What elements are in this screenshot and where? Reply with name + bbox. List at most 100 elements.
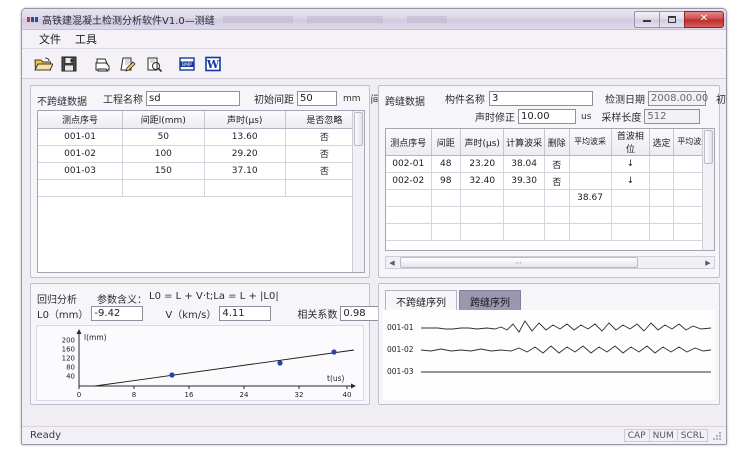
crossing-vertical-scrollbar[interactable] bbox=[702, 129, 714, 250]
cell-point-no[interactable]: 001-02 bbox=[38, 145, 124, 163]
non-crossing-data-panel: 不跨缝数据 工程名称 sd 初始间距 50 mm 间距增量 50 mm 测点序号 bbox=[30, 85, 477, 278]
title-bar[interactable]: 高铁建混凝土检测分析软件V1.0—测缝 ✕ bbox=[22, 9, 726, 30]
export-bmp-button[interactable]: BMP bbox=[174, 52, 199, 76]
cell-calc-wave[interactable]: 38.04 bbox=[503, 155, 545, 173]
test-date-input[interactable]: 2008.00.00 bbox=[648, 91, 708, 106]
x-axis-label: t(us) bbox=[327, 374, 345, 383]
cell-spacing[interactable]: 98 bbox=[431, 172, 461, 190]
cell-first-wave-phase[interactable]: ↓ bbox=[611, 155, 651, 173]
scroll-left-icon[interactable]: ◀ bbox=[389, 258, 395, 267]
cell-delete[interactable]: 否 bbox=[544, 172, 570, 190]
scrollbar-thumb[interactable] bbox=[704, 130, 713, 164]
col-point-no[interactable]: 测点序号 bbox=[386, 129, 432, 156]
cell-point-no[interactable]: 002-01 bbox=[386, 155, 432, 173]
col-point-no[interactable]: 测点序号 bbox=[38, 111, 124, 129]
print-preview-button[interactable] bbox=[141, 52, 166, 76]
col-ignore[interactable]: 是否忽略 bbox=[285, 111, 364, 129]
menu-item-tools[interactable]: 工具 bbox=[75, 33, 97, 46]
cell-calc-wave[interactable] bbox=[503, 189, 545, 207]
scrollbar-thumb[interactable]: ⋯ bbox=[400, 257, 638, 268]
table-row: 001-01 50 13.60 否 bbox=[38, 128, 364, 146]
svg-text:24: 24 bbox=[240, 391, 249, 399]
crossing-table[interactable]: 测点序号 间距 声时(μs) 计算波采 删除 平均波采 首波相位 选定 平均波采 bbox=[385, 128, 715, 251]
cell-spacing[interactable]: 100 bbox=[122, 145, 205, 163]
close-button[interactable]: ✕ bbox=[684, 10, 724, 28]
col-first-wave-phase[interactable]: 首波相位 bbox=[611, 129, 651, 156]
export-word-button[interactable]: W bbox=[200, 52, 225, 76]
cell-selected[interactable] bbox=[649, 155, 674, 173]
project-name-input[interactable]: sd bbox=[146, 91, 240, 106]
cell-point-no[interactable] bbox=[386, 189, 432, 207]
cell-point-no[interactable]: 001-03 bbox=[38, 162, 124, 180]
cell-delete[interactable] bbox=[544, 189, 570, 207]
scroll-right-icon[interactable]: ▶ bbox=[705, 258, 711, 267]
regression-chart: 200 160 120 80 40 l(mm) bbox=[36, 325, 364, 401]
minimize-button[interactable] bbox=[634, 10, 660, 28]
svg-text:120: 120 bbox=[62, 355, 75, 363]
cell-first-wave-phase[interactable]: ↓ bbox=[611, 172, 651, 190]
non-crossing-table[interactable]: 测点序号 间距l(mm) 声时(μs) 是否忽略 001-01 50 13.60… bbox=[37, 110, 365, 273]
non-crossing-vertical-scrollbar[interactable] bbox=[352, 111, 364, 272]
cell-selected[interactable] bbox=[649, 172, 674, 190]
waveform-svg: 001-01 001-02 001-03 bbox=[387, 320, 712, 376]
cell-calc-wave[interactable]: 39.30 bbox=[503, 172, 545, 190]
l0-input[interactable]: -9.42 bbox=[91, 306, 144, 321]
col-avg-wave-1[interactable]: 平均波采 bbox=[569, 129, 612, 156]
svg-text:40: 40 bbox=[66, 373, 75, 381]
resize-grip[interactable] bbox=[711, 430, 723, 442]
cell-sound-time[interactable]: 23.20 bbox=[460, 155, 505, 173]
param-meaning-formula: L0 = L + V·t;La = L + |L0| bbox=[149, 291, 279, 302]
cell-point-no[interactable]: 001-01 bbox=[38, 128, 124, 146]
maximize-icon bbox=[668, 15, 676, 23]
cell-sound-time[interactable]: 32.40 bbox=[460, 172, 505, 190]
table-row: 001-02 100 29.20 否 bbox=[38, 145, 364, 163]
member-name-input[interactable]: 3 bbox=[489, 91, 593, 106]
print-button[interactable] bbox=[89, 52, 114, 76]
cell-spacing[interactable] bbox=[431, 189, 461, 207]
time-correction-input[interactable]: 10.00 bbox=[518, 109, 576, 124]
cell-delete[interactable]: 否 bbox=[544, 155, 570, 173]
cell-spacing[interactable]: 150 bbox=[122, 162, 205, 180]
menu-item-file[interactable]: 文件 bbox=[39, 33, 61, 46]
cell-sound-time[interactable]: 29.20 bbox=[204, 145, 286, 163]
main-content: 不跨缝数据 工程名称 sd 初始间距 50 mm 间距增量 50 mm 测点序号 bbox=[22, 79, 726, 444]
regression-panel: 回归分析 参数含义： L0 = L + V·t;La = L + |L0| L0… bbox=[30, 283, 385, 405]
open-button[interactable] bbox=[30, 52, 55, 76]
cell-sound-time[interactable]: 13.60 bbox=[204, 128, 286, 146]
regression-fields-row: L0（mm） -9.42 V（km/s） 4.11 相关系数 0.98 bbox=[37, 306, 385, 321]
col-spacing[interactable]: 间距 bbox=[431, 129, 461, 156]
velocity-input[interactable]: 4.11 bbox=[219, 306, 272, 321]
scrollbar-track[interactable]: ⋯ bbox=[398, 257, 702, 268]
col-selected[interactable]: 选定 bbox=[649, 129, 674, 156]
print-setup-button[interactable] bbox=[115, 52, 140, 76]
initial-spacing-input[interactable]: 50 bbox=[297, 91, 337, 106]
non-crossing-grid: 测点序号 间距l(mm) 声时(μs) 是否忽略 001-01 50 13.60… bbox=[38, 111, 364, 197]
crossing-horizontal-scrollbar[interactable]: ◀ ⋯ ▶ bbox=[385, 256, 715, 269]
table-row bbox=[38, 179, 364, 197]
application-window: 高铁建混凝土检测分析软件V1.0—测缝 ✕ 文件 工具 bbox=[21, 8, 727, 445]
col-delete[interactable]: 删除 bbox=[544, 129, 570, 156]
cell-avg-wave-1[interactable]: 38.67 bbox=[569, 189, 612, 207]
cell-first-wave-phase[interactable] bbox=[611, 189, 651, 207]
col-spacing[interactable]: 间距l(mm) bbox=[122, 111, 205, 129]
cell-spacing[interactable]: 48 bbox=[431, 155, 461, 173]
col-sound-time[interactable]: 声时(μs) bbox=[204, 111, 286, 129]
col-sound-time[interactable]: 声时(μs) bbox=[460, 129, 505, 156]
cell-point-no[interactable]: 002-02 bbox=[386, 172, 432, 190]
cell-avg-wave-1[interactable] bbox=[569, 155, 612, 173]
waveform-display[interactable]: 001-01 001-02 001-03 bbox=[383, 310, 715, 400]
window-title: 高铁建混凝土检测分析软件V1.0—测缝 bbox=[42, 15, 215, 27]
save-button[interactable] bbox=[56, 52, 81, 76]
l0-label: L0（mm） bbox=[37, 310, 89, 321]
print-preview-icon bbox=[147, 57, 162, 72]
sample-length-input[interactable]: 512 bbox=[644, 109, 701, 124]
cell-selected[interactable] bbox=[649, 189, 674, 207]
cell-sound-time[interactable]: 37.10 bbox=[204, 162, 286, 180]
time-correction-unit: us bbox=[581, 111, 592, 122]
cell-sound-time[interactable] bbox=[460, 189, 505, 207]
scrollbar-thumb[interactable] bbox=[354, 112, 363, 146]
maximize-button[interactable] bbox=[659, 10, 685, 28]
cell-spacing[interactable]: 50 bbox=[122, 128, 205, 146]
cell-avg-wave-1[interactable] bbox=[569, 172, 612, 190]
col-calc-wave[interactable]: 计算波采 bbox=[503, 129, 545, 156]
